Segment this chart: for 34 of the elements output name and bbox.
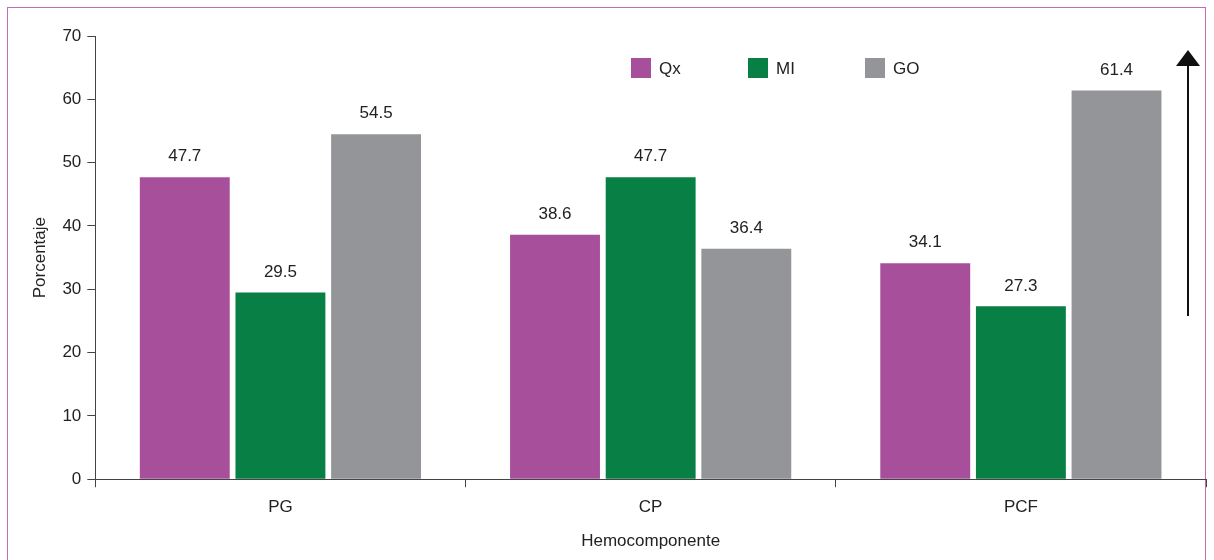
- bar: [510, 234, 600, 479]
- bar: [701, 248, 792, 479]
- data-label: 38.6: [538, 203, 572, 223]
- x-tick-label: CP: [638, 497, 663, 517]
- x-axis-title: Hemocomponente: [581, 531, 721, 551]
- bar: [139, 177, 230, 479]
- data-label: 54.5: [359, 103, 393, 123]
- x-tick-label: PG: [268, 497, 293, 517]
- data-label: 47.7: [168, 146, 202, 166]
- y-tick-label: 40: [62, 215, 82, 235]
- data-label: 61.4: [1099, 59, 1134, 79]
- y-tick-label: 30: [62, 278, 82, 298]
- data-label: 29.5: [263, 261, 297, 281]
- legend-label: GO: [893, 58, 920, 78]
- data-label: 27.3: [1004, 275, 1038, 295]
- y-tick-label: 50: [62, 152, 82, 172]
- y-tick-label: 0: [71, 468, 82, 488]
- y-tick-label: 70: [62, 25, 82, 45]
- bar: [880, 263, 971, 479]
- y-axis-title: Porcentaje: [29, 216, 49, 299]
- y-tick-label: 10: [62, 405, 82, 425]
- legend-label: Qx: [659, 58, 682, 78]
- y-tick-label: 60: [62, 89, 82, 108]
- legend-label: MI: [776, 58, 795, 78]
- bar: [1071, 90, 1162, 479]
- bar: [235, 292, 326, 479]
- data-label: 36.4: [729, 217, 763, 237]
- data-label: 47.7: [634, 146, 668, 166]
- data-label: 34.1: [908, 232, 942, 252]
- bar: [975, 306, 1066, 479]
- x-tick-label: PCF: [1003, 497, 1038, 517]
- y-tick-label: 20: [62, 342, 82, 362]
- bar: [331, 134, 422, 479]
- bar: [605, 177, 696, 479]
